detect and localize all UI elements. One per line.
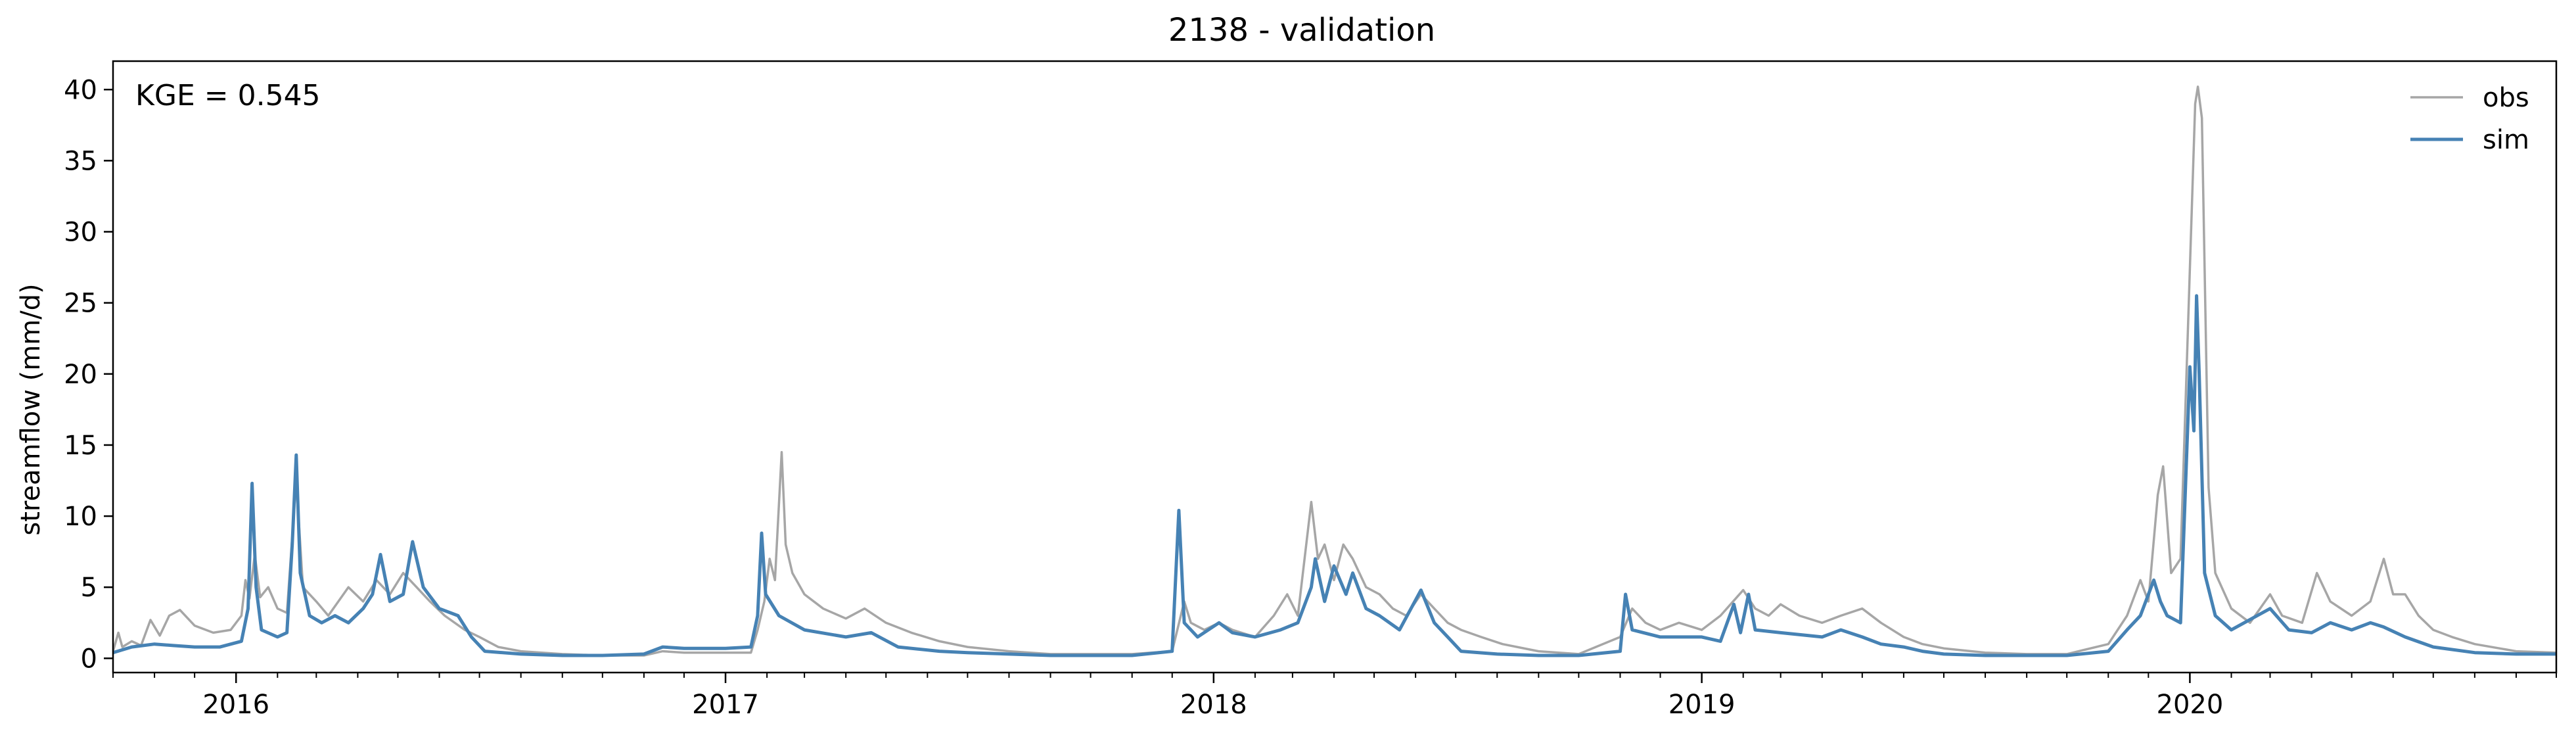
y-tick-label: 10 bbox=[64, 502, 97, 532]
x-tick-label: 2017 bbox=[692, 690, 759, 720]
x-tick-label: 2016 bbox=[202, 690, 269, 720]
x-tick-label: 2020 bbox=[2157, 690, 2224, 720]
legend-label-obs: obs bbox=[2483, 83, 2529, 113]
y-tick-label: 35 bbox=[64, 146, 97, 176]
y-tick-label: 15 bbox=[64, 431, 97, 461]
y-tick-label: 20 bbox=[64, 360, 97, 390]
y-axis-label: streamflow (mm/d) bbox=[16, 283, 46, 535]
kge-annotation: KGE = 0.545 bbox=[135, 79, 321, 112]
x-tick-label: 2018 bbox=[1180, 690, 1247, 720]
y-tick-label: 25 bbox=[64, 289, 97, 319]
chart-title: 2138 - validation bbox=[1168, 12, 1435, 49]
y-tick-label: 0 bbox=[81, 644, 97, 674]
y-tick-label: 5 bbox=[81, 573, 97, 603]
x-tick-label: 2019 bbox=[1668, 690, 1736, 720]
y-tick-label: 30 bbox=[64, 218, 97, 248]
y-tick-label: 40 bbox=[64, 75, 97, 105]
legend-label-sim: sim bbox=[2483, 125, 2529, 155]
